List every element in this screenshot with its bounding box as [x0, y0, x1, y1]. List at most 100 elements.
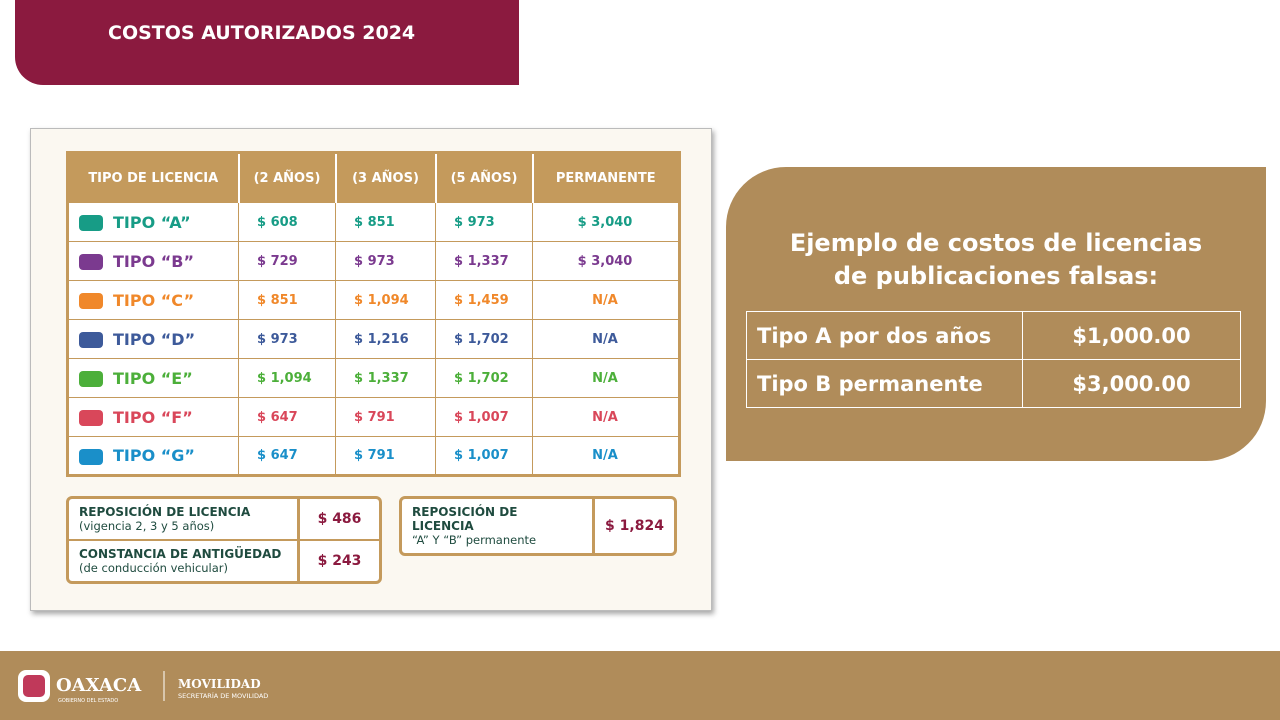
- price-cell: $ 973: [435, 202, 533, 242]
- extra-price: $ 243: [297, 541, 379, 581]
- example-table: Tipo A por dos años $1,000.00 Tipo B perma…: [746, 311, 1241, 408]
- example-panel: Ejemplo de costos de licencias de publica…: [726, 167, 1266, 461]
- cell-text: $ 647: [257, 448, 298, 463]
- extra-price: $ 1,824: [592, 499, 674, 553]
- column-header: PERMANENTE: [532, 152, 681, 203]
- extra-title: CONSTANCIA DE ANTIGÜEDAD: [79, 547, 282, 561]
- price-cell: $ 1,702: [435, 319, 533, 359]
- type-cell: TIPO “D”: [67, 319, 239, 359]
- footer: OAXACA GOBIERNO DEL ESTADO MOVILIDAD SEC…: [0, 651, 1280, 720]
- cell-text: $ 791: [354, 448, 395, 463]
- cell-text: $ 729: [257, 253, 298, 269]
- extra-label: REPOSICIÓN DE LICENCIA “A” Y “B” permanen…: [402, 499, 592, 553]
- table-row: TIPO “B” $ 729 $ 973 $ 1,337 $ 3,040: [67, 241, 680, 281]
- type-cell: TIPO “C”: [67, 280, 239, 320]
- extra-note: (vigencia 2, 3 y 5 años): [79, 519, 215, 533]
- table-row: TIPO “C” $ 851 $ 1,094 $ 1,459 N/A: [67, 280, 680, 320]
- price-cell: N/A: [532, 358, 680, 398]
- vehicle-icon: [79, 371, 103, 387]
- cell-text: $ 1,216: [354, 331, 409, 347]
- price-cell: $ 791: [335, 397, 436, 437]
- dept: MOVILIDAD: [178, 677, 261, 691]
- price-image: TIPO DE LICENCIA (2 AÑOS) (3 AÑOS) (5 AÑOS)…: [30, 128, 712, 611]
- cell-text: $ 973: [257, 331, 298, 347]
- column-header: (5 AÑOS): [435, 152, 534, 203]
- extra-price: $ 486: [297, 499, 379, 541]
- price-cell: $ 3,040: [532, 241, 680, 281]
- price-cell: $ 647: [238, 397, 336, 437]
- dept-sub: SECRETARÍA DE MOVILIDAD: [178, 691, 268, 700]
- cell-text: $ 1,094: [257, 370, 312, 386]
- cell-text: $ 647: [257, 409, 298, 425]
- price-cell: $ 1,702: [435, 358, 533, 398]
- license-table: TIPO DE LICENCIA (2 AÑOS) (3 AÑOS) (5 AÑOS)…: [66, 151, 681, 477]
- brand: OAXACA: [56, 675, 142, 696]
- price-cell: N/A: [532, 397, 680, 437]
- price-cell: $ 1,337: [435, 241, 533, 281]
- price-cell: $ 973: [238, 319, 336, 359]
- price-cell: $ 973: [335, 241, 436, 281]
- cell-text: TIPO “F”: [113, 407, 193, 427]
- cell-text: N/A: [592, 331, 618, 347]
- price-cell: $ 1,007: [435, 397, 533, 437]
- price-cell: $ 647: [238, 436, 336, 476]
- example-row: Tipo A por dos años $1,000.00: [746, 311, 1241, 360]
- cell-text: $ 3,040: [577, 253, 633, 269]
- price-cell: $ 729: [238, 241, 336, 281]
- price-cell: N/A: [532, 319, 680, 359]
- type-cell: TIPO “B”: [67, 241, 239, 281]
- type-cell: TIPO “A”: [67, 202, 239, 242]
- cell-text: $ 973: [454, 214, 495, 230]
- table-row: TIPO “F” $ 647 $ 791 $ 1,007 N/A: [67, 397, 680, 437]
- vehicle-icon: [79, 293, 103, 309]
- extra-title: REPOSICIÓN DE LICENCIA: [79, 505, 251, 519]
- vehicle-icon: [79, 254, 103, 270]
- column-header: (2 AÑOS): [238, 152, 337, 203]
- table-row: TIPO “G” $ 647 $ 791 $ 1,007 N/A: [67, 436, 680, 476]
- example-cell: Tipo B permanente: [746, 359, 1023, 408]
- logo-inner: [23, 675, 45, 697]
- cell-text: $ 1,702: [454, 370, 509, 386]
- header-title: COSTOS AUTORIZADOS 2024: [15, 0, 519, 85]
- price-cell: $ 1,459: [435, 280, 533, 320]
- extra-label: CONSTANCIA DE ANTIGÜEDAD (de conducción v…: [69, 541, 297, 581]
- footer-logo: OAXACA GOBIERNO DEL ESTADO MOVILIDAD SEC…: [18, 670, 268, 704]
- cell-text: N/A: [592, 448, 618, 463]
- example-cell: Tipo A por dos años: [746, 311, 1023, 360]
- cell-text: $ 1,007: [454, 448, 509, 463]
- example-title: Ejemplo de costos de licencias de publica…: [726, 227, 1266, 293]
- price-cell: $ 851: [335, 202, 436, 242]
- price-cell: $ 1,216: [335, 319, 436, 359]
- title-line: de publicaciones falsas:: [833, 262, 1159, 290]
- type-cell: TIPO “F”: [67, 397, 239, 437]
- example-cell: $3,000.00: [1022, 359, 1241, 408]
- vehicle-icon: [79, 332, 103, 348]
- header-row: TIPO DE LICENCIA (2 AÑOS) (3 AÑOS) (5 AÑOS)…: [67, 152, 681, 203]
- extra-box: REPOSICIÓN DE LICENCIA (vigencia 2, 3 y 5…: [66, 496, 382, 584]
- price-cell: $ 791: [335, 436, 436, 476]
- example-row: Tipo B permanente $3,000.00: [746, 359, 1241, 408]
- price-cell: $ 1,094: [335, 280, 436, 320]
- extra-note: (de conducción vehicular): [79, 561, 229, 575]
- price-cell: $ 1,337: [335, 358, 436, 398]
- cell-text: $ 851: [354, 214, 395, 230]
- cell-text: $ 851: [257, 292, 298, 308]
- cell-text: TIPO “E”: [113, 368, 193, 388]
- extra-label: REPOSICIÓN DE LICENCIA (vigencia 2, 3 y 5…: [69, 499, 297, 541]
- cell-text: $ 1,337: [454, 253, 509, 269]
- extra-box: REPOSICIÓN DE LICENCIA “A” Y “B” permanen…: [399, 496, 677, 556]
- table-row: TIPO “E” $ 1,094 $ 1,337 $ 1,702 N/A: [67, 358, 680, 398]
- cell-text: N/A: [592, 292, 618, 308]
- extra-title: REPOSICIÓN DE LICENCIA: [412, 505, 518, 533]
- type-cell: TIPO “E”: [67, 358, 239, 398]
- type-cell: TIPO “G”: [67, 436, 239, 476]
- column-header: TIPO DE LICENCIA: [67, 152, 240, 203]
- vehicle-icon: [79, 448, 103, 465]
- price-cell: $ 1,094: [238, 358, 336, 398]
- title-line: Ejemplo de costos de licencias: [789, 229, 1203, 257]
- example-cell: $1,000.00: [1022, 311, 1241, 360]
- cell-text: $ 1,337: [354, 370, 409, 386]
- table-row: TIPO “A” $ 608 $ 851 $ 973 $ 3,040: [67, 202, 680, 242]
